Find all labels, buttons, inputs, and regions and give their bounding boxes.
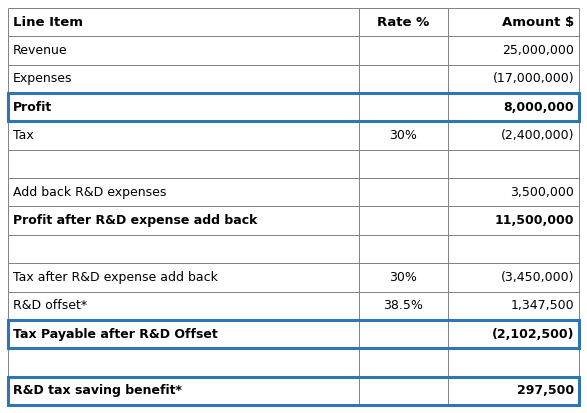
Text: (2,400,000): (2,400,000) [501,129,574,142]
Bar [8,377,579,405]
Text: Tax Payable after R&D Offset: Tax Payable after R&D Offset [13,328,218,341]
Text: 297,500: 297,500 [517,385,574,397]
Text: R&D offset*: R&D offset* [13,299,87,312]
Text: (17,000,000): (17,000,000) [492,72,574,85]
Text: Amount $: Amount $ [502,16,574,28]
Text: (3,450,000): (3,450,000) [501,271,574,284]
Text: Rate %: Rate % [377,16,430,28]
Text: Expenses: Expenses [13,72,73,85]
Text: Profit: Profit [13,101,52,114]
Text: 30%: 30% [390,129,417,142]
Text: 38.5%: 38.5% [383,299,423,312]
Text: Line Item: Line Item [13,16,83,28]
Text: 30%: 30% [390,271,417,284]
Text: 25,000,000: 25,000,000 [502,44,574,57]
Text: 8,000,000: 8,000,000 [504,101,574,114]
Text: Tax: Tax [13,129,33,142]
Text: 11,500,000: 11,500,000 [494,214,574,227]
Bar [8,320,579,348]
Bar [8,93,579,121]
Text: Revenue: Revenue [13,44,68,57]
Text: Tax after R&D expense add back: Tax after R&D expense add back [13,271,218,284]
Text: Profit after R&D expense add back: Profit after R&D expense add back [13,214,257,227]
Text: 1,347,500: 1,347,500 [510,299,574,312]
Text: Add back R&D expenses: Add back R&D expenses [13,186,166,199]
Text: R&D tax saving benefit*: R&D tax saving benefit* [13,385,182,397]
Text: 3,500,000: 3,500,000 [510,186,574,199]
Text: (2,102,500): (2,102,500) [491,328,574,341]
